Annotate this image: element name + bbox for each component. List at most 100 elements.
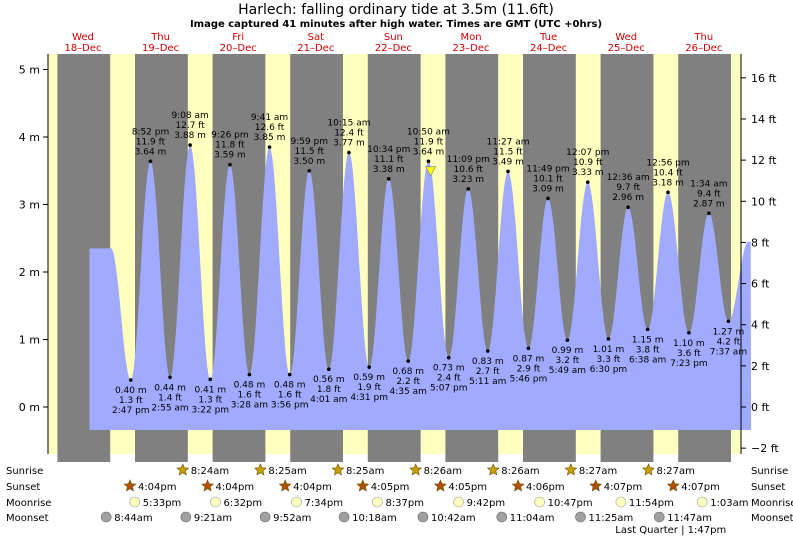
date-label: 22–Dec <box>375 43 412 54</box>
high-tide-ft: 11.9 ft <box>136 137 166 147</box>
sunset-icon <box>666 479 680 492</box>
high-tide-ft: 11.5 ft <box>295 147 325 157</box>
moonrise-icon <box>291 496 302 508</box>
moonset-time: 10:18am <box>352 513 397 524</box>
low-tide-time: 2:47 pm <box>112 406 150 416</box>
sunset-time: 4:07pm <box>604 482 643 493</box>
low-tide-m: 0.87 m <box>513 354 545 364</box>
y-tick-label-left: 5 m <box>19 64 40 77</box>
high-tide-time: 11:27 am <box>486 137 529 147</box>
tide-point <box>347 150 351 155</box>
low-tide-time: 3:22 pm <box>192 405 230 415</box>
night-band <box>290 454 344 462</box>
y-tick-label-right: −2 ft <box>751 442 779 455</box>
low-tide-m: 0.59 m <box>353 373 385 383</box>
sunset-time: 4:06pm <box>526 482 565 493</box>
almanac-row-label-right: Sunset <box>751 482 785 493</box>
moonset-icon <box>417 511 429 523</box>
tide-point <box>228 162 232 167</box>
high-tide-m: 3.85 m <box>254 133 286 143</box>
high-tide-ft: 10.4 ft <box>653 168 683 178</box>
high-tide-time: 1:34 am <box>690 179 727 189</box>
low-tide-ft: 1.9 ft <box>357 383 381 393</box>
moonset-time: 11:47am <box>667 513 712 524</box>
tide-point <box>446 355 451 360</box>
date-label: 24–Dec <box>530 43 567 54</box>
low-tide-m: 0.99 m <box>552 346 584 356</box>
moonrise-icon <box>615 496 627 508</box>
moonrise-time: 1:03am <box>710 498 748 509</box>
low-tide-ft: 4.2 ft <box>717 337 741 347</box>
y-tick-label-right: 16 ft <box>751 72 777 85</box>
sunset-icon <box>123 479 137 492</box>
moonrise-time: 5:33pm <box>143 498 182 509</box>
sunset-time: 4:07pm <box>681 482 720 493</box>
high-tide-m: 3.64 m <box>413 147 445 157</box>
low-tide-time: 2:55 am <box>151 403 188 413</box>
moonrise-icon <box>696 496 708 508</box>
almanac-row-label-right: Moonrise <box>751 498 793 509</box>
high-tide-ft: 11.9 ft <box>414 137 444 147</box>
moonrise-time: 11:54pm <box>629 498 674 509</box>
high-tide-time: 11:09 pm <box>447 155 490 165</box>
low-tide-m: 0.68 m <box>392 367 424 377</box>
tide-point <box>687 330 691 335</box>
tide-point <box>546 196 550 201</box>
high-tide-time: 9:26 pm <box>211 131 249 141</box>
almanac-row-label: Sunrise <box>6 466 43 477</box>
sun-moon-almanac: Sunrise Sunrise Sunset Sunset Moonrise Moonri… <box>6 463 793 536</box>
sunrise-icon <box>409 463 423 476</box>
high-tide-m: 2.96 m <box>612 193 644 203</box>
date-label: 20–Dec <box>220 43 257 54</box>
sunset-time: 4:04pm <box>293 482 332 493</box>
low-tide-time: 5:11 am <box>469 377 506 387</box>
low-tide-ft: 2.2 ft <box>396 377 420 387</box>
axes: 0 m 1 m 2 m 3 m 4 m 5 m −2 ft 0 ft 2 ft 4 ft 6 ft 8… <box>19 32 780 455</box>
high-tide-time: 10:50 am <box>407 127 450 137</box>
moonrise-time: 9:42pm <box>467 498 506 509</box>
almanac-row-label: Moonrise <box>6 498 51 509</box>
high-tide-m: 3.38 m <box>373 165 405 175</box>
high-tide-m: 3.18 m <box>652 178 684 188</box>
tide-point <box>485 349 490 353</box>
moonset-icon <box>496 511 508 523</box>
high-tide-m: 3.59 m <box>214 151 246 161</box>
high-tide-m: 3.50 m <box>293 157 325 167</box>
low-tide-m: 0.56 m <box>313 375 345 385</box>
tide-point <box>326 367 331 372</box>
low-tide-ft: 1.6 ft <box>278 391 302 401</box>
tide-point <box>606 337 611 341</box>
high-tide-time: 12:56 pm <box>646 158 689 168</box>
date-label: 18–Dec <box>64 43 101 54</box>
moonrise-time: 6:32pm <box>224 498 263 509</box>
low-tide-m: 0.44 m <box>154 383 186 393</box>
almanac-row-label: Moonset <box>6 513 49 524</box>
day-label: Wed <box>615 32 637 43</box>
low-tide-time: 4:31 pm <box>350 393 388 403</box>
sunrise-time: 8:26am <box>424 466 462 477</box>
tide-point <box>585 180 590 185</box>
sunset-icon <box>433 479 447 492</box>
moonset-time: 8:44am <box>114 513 152 524</box>
tide-point <box>526 346 531 351</box>
low-tide-time: 3:56 pm <box>271 401 309 411</box>
current-level-marker <box>425 166 437 177</box>
y-tick-label-right: 10 ft <box>751 195 777 208</box>
moonrise-time: 7:34pm <box>304 498 343 509</box>
high-tide-ft: 10.1 ft <box>533 174 563 184</box>
high-tide-time: 9:08 am <box>171 111 208 121</box>
almanac-row-label-right: Sunrise <box>751 466 788 477</box>
high-tide-ft: 9.4 ft <box>697 189 721 199</box>
low-tide-time: 6:38 am <box>629 355 666 365</box>
sunset-time: 4:05pm <box>448 482 487 493</box>
moonset-time: 11:04am <box>510 513 555 524</box>
sunrise-time: 8:26am <box>501 466 539 477</box>
date-label: 26–Dec <box>685 43 722 54</box>
y-tick-label-right: 14 ft <box>751 113 777 126</box>
high-tide-m: 3.88 m <box>174 131 206 141</box>
high-tide-time: 11:49 pm <box>526 164 569 174</box>
high-tide-m: 3.49 m <box>492 157 524 167</box>
tide-point <box>406 359 411 363</box>
y-tick-label-right: 12 ft <box>751 154 777 167</box>
